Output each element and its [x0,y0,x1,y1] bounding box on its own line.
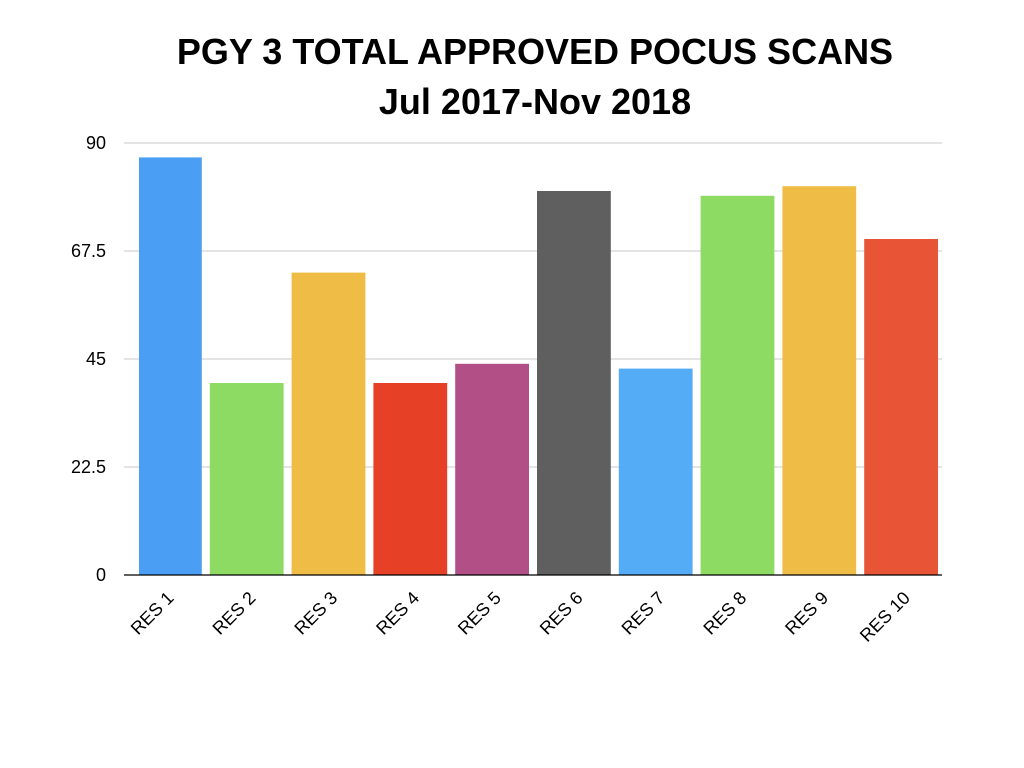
x-tick-label: RES 8 [699,588,750,639]
bar-res-4 [373,383,448,575]
bar-res-6 [537,191,611,575]
bar-res-7 [618,368,693,575]
x-tick-label: RES 10 [856,588,914,646]
x-tick-label: RES 3 [290,588,341,639]
y-tick-label: 67.5 [71,241,106,261]
y-tick-label: 0 [96,565,106,585]
x-tick-label: RES 6 [536,588,587,639]
bar-res-2 [209,383,284,575]
bar-res-10 [864,239,938,575]
bar-res-8 [700,195,775,576]
x-tick-label: RES 4 [372,588,423,639]
x-tick-label: RES 9 [781,588,832,639]
x-tick-label: RES 2 [209,588,260,639]
chart-subtitle: Jul 2017-Nov 2018 [378,81,692,122]
chart-title: PGY 3 TOTAL APPROVED POCUS SCANS [176,31,894,72]
x-tick-label: RES 7 [618,588,669,639]
bar-res-3 [291,272,366,575]
bar-res-9 [782,186,857,575]
y-tick-label: 22.5 [71,457,106,477]
bar-res-1 [139,157,202,575]
y-tick-label: 45 [86,349,106,369]
x-tick-label: RES 1 [127,588,178,639]
y-tick-label: 90 [86,133,106,153]
bar-res-5 [455,363,529,575]
x-tick-label: RES 5 [454,588,505,639]
bars [139,157,938,576]
